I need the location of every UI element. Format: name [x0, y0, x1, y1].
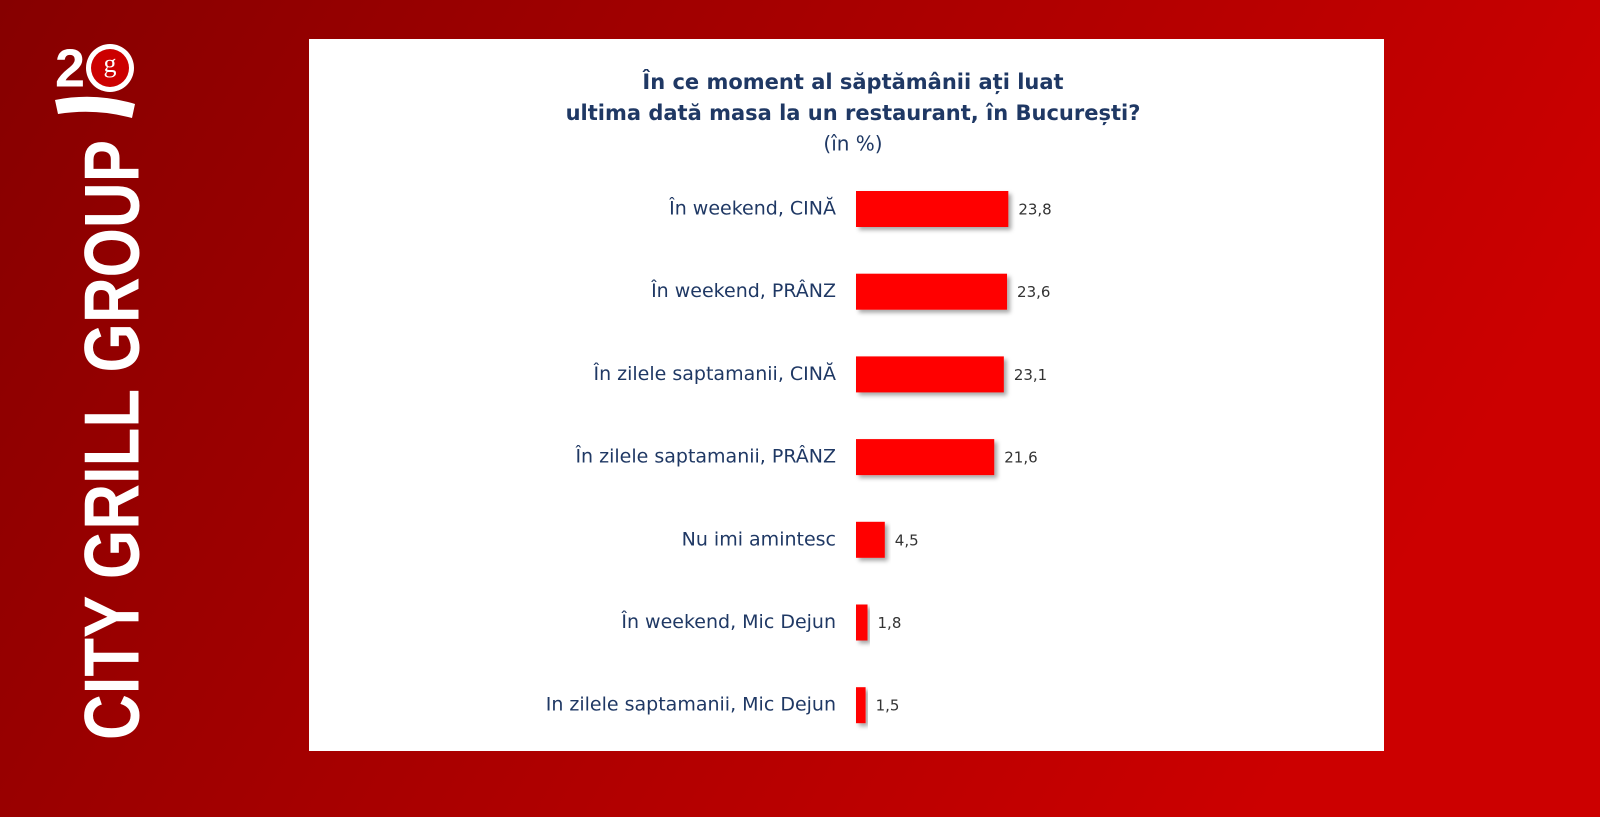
bar — [856, 521, 885, 558]
category-label: În weekend, PRÂNZ — [650, 279, 836, 302]
value-label: 21,6 — [1004, 449, 1037, 467]
value-label: 23,1 — [1014, 366, 1047, 384]
category-label: In zilele saptamanii, Mic Dejun — [546, 694, 836, 716]
chart: În ce moment al săptămânii ați luat ultim… — [546, 69, 1141, 724]
bar — [856, 191, 1009, 227]
bar — [856, 356, 1004, 393]
value-label: 1,5 — [876, 697, 900, 715]
svg-text:2: 2 — [55, 38, 85, 98]
chart-title: În ce moment al săptămânii ați luat — [642, 69, 1063, 95]
logo: 2 g — [55, 38, 135, 118]
bar — [856, 273, 1008, 310]
bar — [856, 687, 866, 724]
category-label: În weekend, Mic Dejun — [620, 610, 836, 633]
svg-text:g: g — [104, 49, 117, 78]
value-label: 1,8 — [878, 614, 902, 632]
category-label: În zilele saptamanii, CINĂ — [592, 361, 836, 385]
chart-title: ultima dată masa la un restaurant, în Bu… — [566, 101, 1141, 125]
category-label: Nu imi amintesc — [682, 528, 836, 550]
category-label: În zilele saptamanii, PRÂNZ — [574, 445, 836, 468]
bar — [856, 439, 995, 476]
value-label: 4,5 — [895, 531, 919, 549]
bar — [856, 604, 868, 641]
category-label: În weekend, CINĂ — [668, 196, 836, 220]
value-label: 23,6 — [1017, 283, 1050, 301]
value-label: 23,8 — [1018, 201, 1051, 219]
chart-panel — [309, 39, 1384, 751]
chart-subtitle: (în %) — [823, 132, 882, 156]
brand: CITY GRILL GROUP — [68, 140, 156, 740]
